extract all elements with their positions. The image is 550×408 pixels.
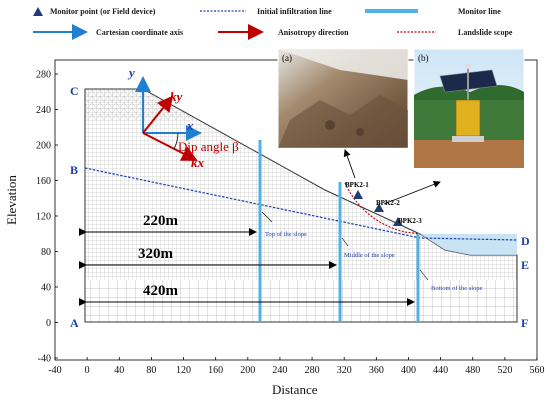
x-tick-label: 400 xyxy=(401,365,416,376)
point-label-f: F xyxy=(521,316,528,330)
monitor-point-bpk2-3 xyxy=(393,217,403,226)
point-label-b: B xyxy=(70,163,78,177)
pointer-to-photo-a xyxy=(343,149,356,179)
legend-infiltration-line: Initial infiltration line xyxy=(257,7,332,16)
legend-anisotropy: Anisotropy direction xyxy=(278,28,349,37)
pointer-to-photo-b xyxy=(383,180,441,205)
point-label-d: D xyxy=(521,234,530,248)
monitor-point-bpk2-2 xyxy=(374,203,384,212)
pointer-middle xyxy=(341,237,349,247)
ky-arrow xyxy=(142,95,174,134)
ky-label: ky xyxy=(170,89,183,104)
label-bottom-of-slope: Bottom of the slope xyxy=(431,285,483,292)
x-tick-label: 520 xyxy=(497,365,512,376)
y-tick-label: -40 xyxy=(38,354,51,365)
x-tick-label: 200 xyxy=(240,365,255,376)
dim-220-label: 220m xyxy=(143,213,179,229)
legend-cartesian-axis: Cartesian coordinate axis xyxy=(96,28,183,37)
label-bpk2-2: BPK2-2 xyxy=(376,199,400,207)
y-tick-label: 160 xyxy=(36,176,51,187)
y-tick-label: 80 xyxy=(41,247,51,258)
y-tick-label: 40 xyxy=(41,283,51,294)
x-tick-label: 320 xyxy=(337,365,352,376)
water-zone xyxy=(420,234,517,255)
x-tick-label: 120 xyxy=(176,365,191,376)
label-middle-of-slope: Middle of the slope xyxy=(344,252,395,259)
x-axis-ticks: -40 0 40 80 120 160 200 240 280 320 360 400 440 480 52… xyxy=(48,357,545,376)
dip-angle-label: Dip angle β xyxy=(178,139,239,154)
dim-320-label: 320m xyxy=(138,246,174,262)
label-top-of-slope: Top of the slope xyxy=(265,231,307,238)
kx-label: kx xyxy=(191,155,205,170)
x-tick-label: 160 xyxy=(208,365,223,376)
y-tick-label: 240 xyxy=(36,105,51,116)
monitor-point-legend-icon xyxy=(33,7,43,16)
y-axis-title: Elevation xyxy=(4,175,19,225)
x-tick-label: 40 xyxy=(114,365,124,376)
photo-b: (b) xyxy=(413,48,525,169)
x-tick-label: 280 xyxy=(305,365,320,376)
x-tick-label: 480 xyxy=(465,365,480,376)
x-axis-label: x xyxy=(186,118,194,133)
point-label-a: A xyxy=(70,316,79,330)
y-tick-label: 120 xyxy=(36,212,51,223)
label-bpk2-3: BPK2-3 xyxy=(398,217,422,225)
photo-a: (a) xyxy=(277,48,409,149)
y-axis-label: y xyxy=(127,65,135,80)
x-axis-title: Distance xyxy=(272,382,318,397)
legend-landslide-scope: Landslide scope xyxy=(458,28,513,37)
kx-arrow xyxy=(142,132,198,161)
pointer-top xyxy=(261,211,273,223)
label-bpk2-1: BPK2-1 xyxy=(345,181,369,189)
legend-monitor-point: Monitor point (or Field device) xyxy=(50,7,156,16)
y-tick-label: 0 xyxy=(46,318,51,329)
pointer-bottom xyxy=(419,269,429,281)
y-tick-label: 280 xyxy=(36,70,51,81)
legend: Monitor point (or Field device) Initial … xyxy=(33,7,513,40)
x-tick-label: 80 xyxy=(146,365,156,376)
photo-b-label: (b) xyxy=(418,53,429,63)
point-label-c: C xyxy=(70,84,79,98)
legend-monitor-line: Monitor line xyxy=(458,7,501,16)
x-tick-label: -40 xyxy=(48,365,61,376)
dim-420-label: 420m xyxy=(143,283,179,299)
coordinate-system: y x ky kx Dip angle β xyxy=(127,65,239,170)
x-tick-label: 560 xyxy=(530,365,545,376)
point-label-e: E xyxy=(521,258,529,272)
y-axis-ticks: 280 240 200 160 120 80 40 0 -40 xyxy=(36,70,58,365)
x-tick-label: 0 xyxy=(85,365,90,376)
infiltration-line xyxy=(84,167,518,241)
landslide-scope xyxy=(344,182,421,235)
dip-angle-arc xyxy=(173,132,179,150)
photo-a-label: (a) xyxy=(282,53,292,63)
x-tick-label: 360 xyxy=(369,365,384,376)
y-tick-label: 200 xyxy=(36,141,51,152)
monitor-point-bpk2-1 xyxy=(353,190,363,199)
x-tick-label: 240 xyxy=(272,365,287,376)
x-tick-label: 440 xyxy=(433,365,448,376)
